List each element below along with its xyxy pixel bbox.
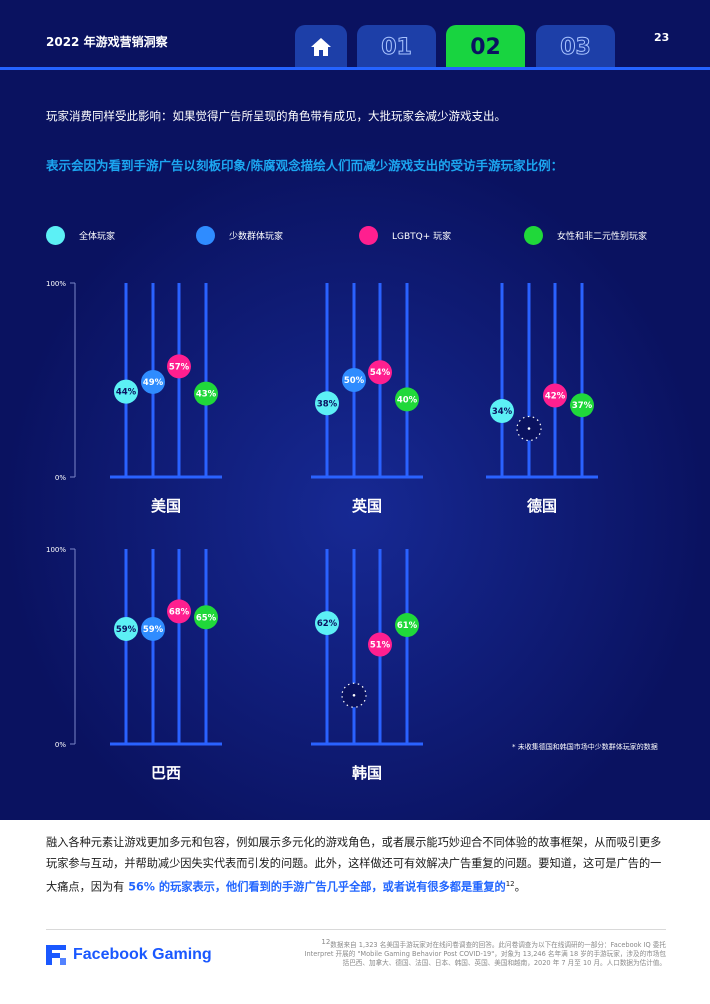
y-tick-label: 0% [55, 474, 66, 482]
missing-data-center [352, 693, 356, 697]
data-point [114, 379, 138, 404]
data-label: 54% [370, 368, 391, 378]
legend-item-minority-players: 少数群体玩家 [196, 226, 283, 245]
tab-02[interactable]: 02 [446, 25, 525, 69]
body-text: 融入各种元素让游戏更加多元和包容，例如展示多元化的游戏角色，或者展示能巧妙迎合不… [46, 836, 662, 894]
data-label: 44% [116, 388, 137, 398]
tab-03[interactable]: 03 [536, 25, 615, 69]
data-point [368, 360, 392, 385]
missing-data-center [527, 427, 531, 430]
data-point [490, 399, 514, 424]
data-label: 37% [572, 401, 593, 411]
legend-dot [196, 226, 215, 245]
header-divider [0, 67, 710, 70]
legend-dot [524, 226, 543, 245]
page-number: 23 [654, 31, 670, 44]
data-point [167, 354, 191, 379]
data-label: 34% [492, 407, 513, 417]
tab-01[interactable]: 01 [357, 25, 436, 69]
legend-label: LGBTQ+ 玩家 [392, 232, 452, 242]
data-point [342, 368, 366, 392]
legend-label: 女性和非二元性别玩家 [557, 232, 648, 242]
data-point [543, 383, 567, 408]
body-footnote-ref: 12 [505, 880, 515, 888]
data-label: 61% [397, 621, 418, 631]
data-point [570, 393, 594, 418]
home-icon [311, 38, 331, 56]
data-label: 38% [317, 399, 338, 409]
source-note: 12数据来自 1,323 名美国手游玩家对在线问卷调查的回答。此问卷调查为以下在… [300, 938, 666, 968]
data-label: 65% [196, 613, 217, 623]
country-label: 美国 [151, 497, 181, 515]
hero-section: 2022 年游戏营销洞察 23 01 02 03 玩家消费同样受此影响：如果觉得… [0, 0, 710, 820]
chart-subtitle: 表示会因为看到手游广告以刻板印象/陈腐观念描绘人们而减少游戏支出的受访手游玩家比… [46, 158, 564, 173]
data-label: 50% [344, 376, 365, 386]
data-label: 49% [143, 378, 164, 388]
data-point [141, 616, 165, 641]
tab-03-label: 03 [560, 34, 592, 60]
legend-label: 少数群体玩家 [229, 232, 284, 242]
y-tick-label: 100% [46, 280, 66, 288]
legend-item-all-players: 全体玩家 [46, 226, 115, 245]
legend-label: 全体玩家 [79, 232, 116, 242]
footer-divider [46, 929, 666, 930]
source-ref: 12 [321, 938, 331, 946]
data-label: 43% [196, 390, 217, 400]
legend-item-lgbtq-players: LGBTQ+ 玩家 [359, 226, 451, 245]
data-label: 42% [545, 392, 566, 402]
intro-text: 玩家消费同样受此影响：如果觉得广告所呈现的角色带有成见，大批玩家会减少游戏支出。 [46, 109, 506, 123]
dot-column-chart: 100% 0% 100% 0% 44% 49% 57% 43% 美国 38% 50% 54% 40% 英国… [46, 280, 598, 782]
data-label: 59% [116, 625, 137, 635]
chart-footnote: * 未收集德国和韩国市场中少数群体玩家的数据 [512, 743, 658, 751]
data-label: 62% [317, 619, 338, 629]
source-text: 数据来自 1,323 名美国手游玩家对在线问卷调查的回答。此问卷调查为以下在线调… [304, 941, 666, 968]
report-title: 2022 年游戏营销洞察 [46, 35, 168, 49]
data-label: 51% [370, 641, 391, 651]
facebook-gaming-logo: Facebook Gaming [46, 945, 212, 965]
legend-dot [359, 226, 378, 245]
data-point [315, 611, 339, 636]
country-label: 德国 [527, 497, 557, 515]
facebook-gaming-icon [46, 945, 66, 965]
body-highlight: 56% 的玩家表示，他们看到的手游广告几乎全部，或者说有很多都是重复的 [124, 880, 506, 894]
country-label: 英国 [352, 497, 382, 515]
data-label: 68% [169, 607, 190, 617]
body-paragraph: 融入各种元素让游戏更加多元和包容，例如展示多元化的游戏角色，或者展示能巧妙迎合不… [46, 832, 666, 898]
data-point [395, 387, 419, 412]
data-point [141, 369, 165, 394]
data-label: 57% [169, 362, 190, 372]
data-point [194, 381, 218, 406]
tab-home[interactable] [295, 25, 347, 69]
data-point [194, 605, 218, 630]
body-text-end: 。 [514, 880, 526, 894]
data-label: 59% [143, 625, 164, 635]
data-point [368, 632, 392, 657]
tab-02-label: 02 [470, 34, 501, 60]
brand-name: Facebook Gaming [73, 946, 212, 963]
country-label: 巴西 [151, 764, 181, 782]
legend-dot [46, 226, 65, 245]
tab-01-label: 01 [381, 34, 413, 60]
data-point [167, 599, 191, 624]
data-point [395, 613, 419, 638]
data-point [315, 391, 339, 416]
data-label: 40% [397, 395, 418, 405]
y-tick-label: 0% [55, 741, 66, 749]
country-label: 韩国 [352, 764, 382, 782]
legend-item-women-nonbinary-players: 女性和非二元性别玩家 [524, 226, 647, 245]
y-tick-label: 100% [46, 546, 66, 554]
data-point [114, 616, 138, 641]
